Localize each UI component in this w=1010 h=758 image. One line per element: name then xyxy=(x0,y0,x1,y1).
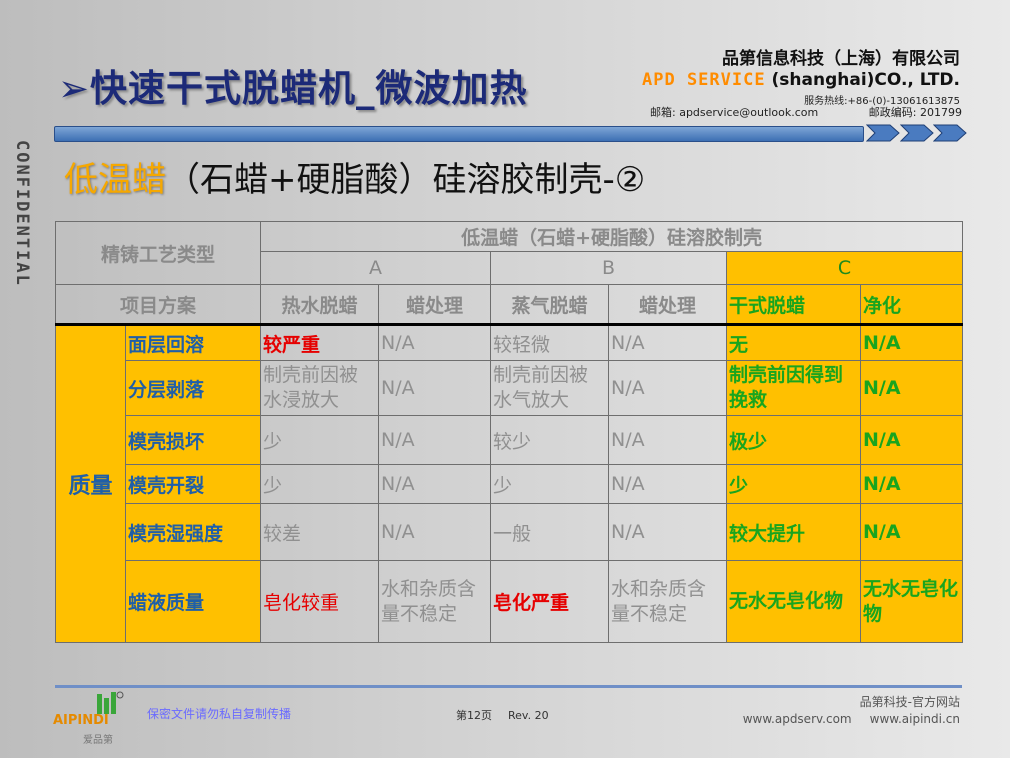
footer-divider xyxy=(55,685,962,688)
cell-a1: 制壳前因被水浸放大 xyxy=(260,360,380,416)
header-col: 净化 xyxy=(860,284,964,325)
header-col: 蒸气脱蜡 xyxy=(490,284,610,325)
chevron-icon xyxy=(900,124,934,142)
subtitle-rest: （石蜡+硬脂酸）硅溶胶制壳-② xyxy=(166,160,646,200)
chevron-icon xyxy=(933,124,967,142)
cell-b1: 制壳前因被水气放大 xyxy=(490,360,610,416)
cell-c2: N/A xyxy=(860,464,964,504)
cell-b2: 水和杂质含量不稳定 xyxy=(608,560,728,643)
confidential-label: CONFIDENTIAL xyxy=(12,140,32,287)
cell-c1: 较大提升 xyxy=(726,503,862,561)
cell-a2: N/A xyxy=(378,415,492,465)
subtitle-highlight: 低温蜡 xyxy=(64,160,166,200)
header-c: C xyxy=(726,251,964,285)
cell-c1: 无 xyxy=(726,324,862,361)
header-group: 低温蜡（石蜡+硬脂酸）硅溶胶制壳 xyxy=(260,221,964,252)
table-row: 蜡液质量 皂化较重 水和杂质含量不稳定 皂化严重 水和杂质含量不稳定 无水无皂化… xyxy=(56,560,964,643)
postcode: 邮政编码: 201799 xyxy=(868,106,962,119)
subtitle: 低温蜡（石蜡+硬脂酸）硅溶胶制壳-② xyxy=(64,152,645,201)
row-label: 模壳损坏 xyxy=(124,415,262,465)
cell-c2: 无水无皂化物 xyxy=(860,560,964,643)
category-quality: 质量 xyxy=(55,324,126,643)
table-row: 分层剥落 制壳前因被水浸放大 N/A 制壳前因被水气放大 N/A 制壳前因得到挽… xyxy=(56,360,964,416)
header-col: 热水脱蜡 xyxy=(260,284,380,325)
header-col: 蜡处理 xyxy=(378,284,492,325)
company-name-en-rest: (shanghai)CO., LTD. xyxy=(771,70,960,90)
comparison-table: 精铸工艺类型 低温蜡（石蜡+硬脂酸）硅溶胶制壳 A B C 项目方案 热水脱蜡 … xyxy=(54,221,964,643)
cell-c2: N/A xyxy=(860,324,964,361)
cell-c1: 少 xyxy=(726,464,862,504)
website-title: 品第科技-官方网站 xyxy=(859,695,960,709)
cell-c2: N/A xyxy=(860,360,964,416)
contact-row: 邮箱: apdservice@outlook.com 邮政编码: 201799 xyxy=(650,104,962,120)
cell-b1: 皂化严重 xyxy=(490,560,610,643)
cell-b1: 较少 xyxy=(490,415,610,465)
cell-c2: N/A xyxy=(860,415,964,465)
cell-c1: 极少 xyxy=(726,415,862,465)
cell-a2: N/A xyxy=(378,360,492,416)
hotline: 服务热线:+86-(0)-13061613875 xyxy=(804,96,960,107)
header-b: B xyxy=(490,251,728,285)
cell-b2: N/A xyxy=(608,464,728,504)
logo-subtext: 爱品第 xyxy=(83,733,113,746)
cell-a2: N/A xyxy=(378,324,492,361)
logo-text: AIPINDI xyxy=(53,713,109,728)
cell-a1: 较严重 xyxy=(260,324,380,361)
cell-b2: N/A xyxy=(608,324,728,361)
company-block: 品第信息科技（上海）有限公司 APD SERVICE (shanghai)CO.… xyxy=(642,44,960,107)
table-row: 模壳损坏 少 N/A 较少 N/A 极少 N/A xyxy=(56,415,964,465)
row-label: 蜡液质量 xyxy=(124,560,262,643)
cell-b1: 一般 xyxy=(490,503,610,561)
website-url-1[interactable]: www.apdserv.com xyxy=(742,712,852,726)
cell-a1: 少 xyxy=(260,415,380,465)
company-name-cn: 品第信息科技（上海）有限公司 xyxy=(722,49,960,69)
row-label: 模壳湿强度 xyxy=(124,503,262,561)
confidential-notice: 保密文件请勿私自复制传播 xyxy=(147,707,292,721)
cell-b2: N/A xyxy=(608,360,728,416)
website-url-2[interactable]: www.aipindi.cn xyxy=(869,712,960,726)
cell-a1: 少 xyxy=(260,464,380,504)
header-col: 蜡处理 xyxy=(608,284,728,325)
email: 邮箱: apdservice@outlook.com xyxy=(650,106,819,119)
cell-b1: 少 xyxy=(490,464,610,504)
revision: Rev. 20 xyxy=(508,709,549,722)
header-a: A xyxy=(260,251,492,285)
row-label: 面层回溶 xyxy=(124,324,262,361)
company-name-en: APD SERVICE (shanghai)CO., LTD. xyxy=(642,70,960,90)
cell-c1: 无水无皂化物 xyxy=(726,560,862,643)
cell-a2: 水和杂质含量不稳定 xyxy=(378,560,492,643)
cell-b2: N/A xyxy=(608,415,728,465)
chevron-icon xyxy=(866,124,900,142)
cell-b2: N/A xyxy=(608,503,728,561)
page-info: 第12页 Rev. 20 xyxy=(456,707,549,723)
row-label: 分层剥落 xyxy=(124,360,262,416)
page-number: 第12页 xyxy=(456,709,492,722)
header-band xyxy=(54,126,864,142)
cell-a1: 较差 xyxy=(260,503,380,561)
cell-c1: 制壳前因得到挽救 xyxy=(726,360,862,416)
table-row: 模壳湿强度 较差 N/A 一般 N/A 较大提升 N/A xyxy=(56,503,964,561)
header-item: 项目方案 xyxy=(54,284,262,325)
header-col: 干式脱蜡 xyxy=(726,284,862,325)
cell-a1: 皂化较重 xyxy=(260,560,380,643)
slide-title: ➢快速干式脱蜡机_微波加热 xyxy=(58,67,528,110)
cell-b1: 较轻微 xyxy=(490,324,610,361)
cell-a2: N/A xyxy=(378,503,492,561)
row-label: 模壳开裂 xyxy=(124,464,262,504)
cell-c2: N/A xyxy=(860,503,964,561)
table-row: 质量 面层回溶 较严重 N/A 较轻微 N/A 无 N/A xyxy=(55,324,964,643)
table-row: 模壳开裂 少 N/A 少 N/A 少 N/A xyxy=(56,464,964,504)
website-block: 品第科技-官方网站 www.apdserv.com www.aipindi.cn xyxy=(743,694,960,728)
brand-name: APD SERVICE xyxy=(642,70,766,90)
aipindi-logo: AIPINDI 爱品第 xyxy=(53,691,124,746)
cell-a2: N/A xyxy=(378,464,492,504)
header-process-type: 精铸工艺类型 xyxy=(54,221,262,285)
